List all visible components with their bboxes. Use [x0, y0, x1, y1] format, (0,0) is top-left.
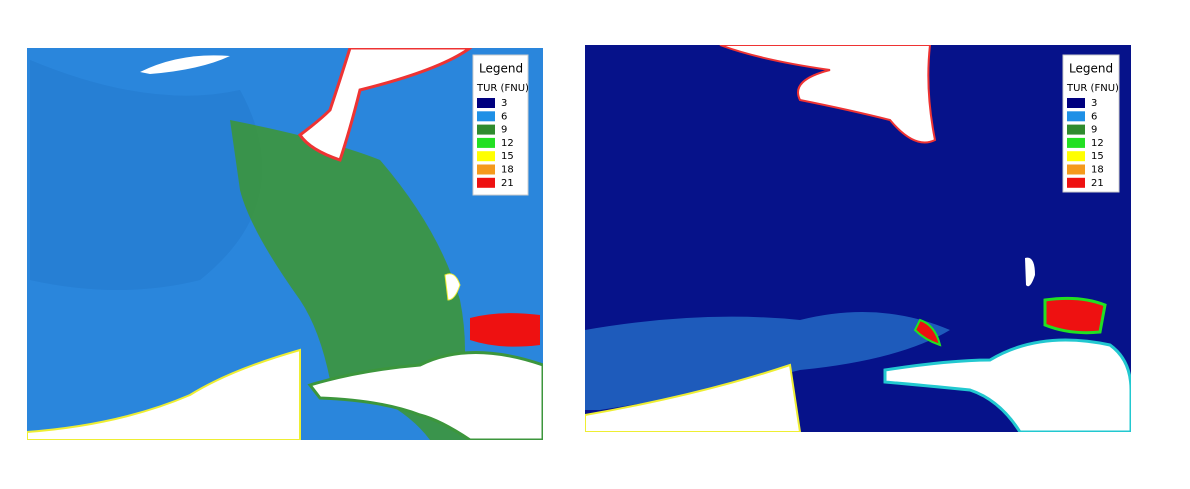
legend-label: 6 [1091, 111, 1097, 122]
land [140, 55, 230, 74]
legend-swatch [477, 177, 495, 188]
hotspot [470, 313, 540, 347]
land [883, 338, 1131, 432]
legend-variable: TUR (FNU) [1066, 83, 1119, 94]
plume [230, 120, 470, 440]
land [27, 348, 301, 440]
legend-title: Legend [1069, 62, 1113, 76]
land [585, 363, 802, 432]
legend-label: 9 [1091, 125, 1097, 136]
land [307, 351, 543, 440]
legend-swatch [1067, 151, 1085, 162]
legend-label: 12 [501, 138, 514, 149]
legend-label: 3 [1091, 98, 1097, 109]
land [297, 48, 473, 162]
legend-label: 3 [501, 98, 507, 109]
legend-swatch [1067, 164, 1085, 175]
legend-label: 15 [501, 151, 514, 162]
legend-label: 18 [1091, 165, 1104, 176]
plume [585, 312, 950, 410]
water-shade [30, 60, 263, 290]
map-right [585, 45, 1131, 432]
legend-label: 21 [501, 178, 514, 189]
legend-swatch [477, 111, 495, 122]
legend-label: 21 [1091, 178, 1104, 189]
legend-swatch [477, 164, 495, 175]
legend-swatch [477, 137, 495, 148]
legend-label: 18 [501, 165, 514, 176]
legend: Legend TUR (FNU) 3 6 9 12 15 18 21 [1062, 54, 1120, 193]
island [444, 273, 461, 301]
legend-swatch [477, 124, 495, 135]
legend-swatch [1067, 111, 1085, 122]
legend-swatch [477, 98, 495, 108]
legend-label: 12 [1091, 138, 1104, 149]
legend-variable: TUR (FNU) [476, 83, 529, 94]
island [1025, 257, 1035, 287]
hotspot [913, 318, 942, 347]
legend: Legend TUR (FNU) 3 6 9 12 15 18 21 [472, 54, 529, 196]
legend-swatch [1067, 177, 1085, 188]
legend-swatch [1067, 98, 1085, 108]
hotspot [1043, 296, 1107, 335]
legend-title: Legend [479, 62, 523, 76]
legend-swatch [477, 151, 495, 162]
legend-swatch [1067, 124, 1085, 135]
legend-label: 9 [501, 125, 507, 136]
legend-label: 6 [501, 111, 507, 122]
land [719, 45, 937, 144]
map-left [27, 48, 543, 440]
legend-swatch [1067, 137, 1085, 148]
legend-label: 15 [1091, 151, 1104, 162]
